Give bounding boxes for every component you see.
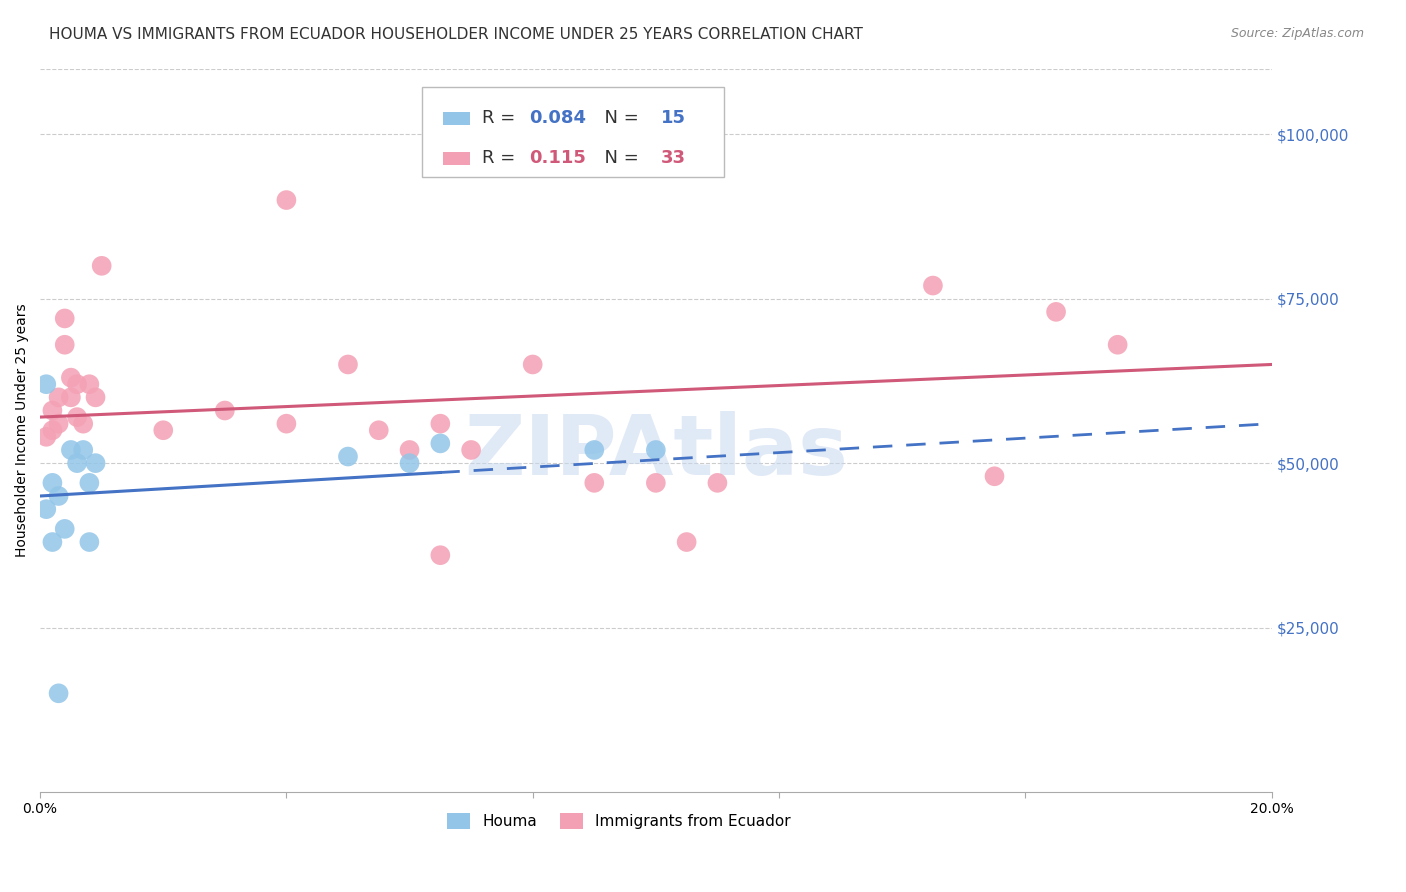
Point <box>336 358 359 372</box>
Text: R =: R = <box>482 149 522 168</box>
Point <box>48 417 70 431</box>
Point <box>79 535 101 549</box>
Text: 0.084: 0.084 <box>529 110 586 128</box>
Point <box>79 475 101 490</box>
Point <box>66 410 89 425</box>
Point <box>214 403 236 417</box>
Point <box>583 475 606 490</box>
Point <box>66 456 89 470</box>
Text: 15: 15 <box>661 110 686 128</box>
Point <box>1107 337 1129 351</box>
Point <box>922 278 945 293</box>
Point <box>41 535 63 549</box>
Point <box>276 417 298 431</box>
Point <box>90 259 112 273</box>
Point <box>59 370 82 384</box>
Point <box>48 686 70 700</box>
Point <box>66 377 89 392</box>
Point <box>429 548 451 562</box>
Point <box>53 522 76 536</box>
Point <box>1045 305 1067 319</box>
Point <box>41 403 63 417</box>
Legend: Houma, Immigrants from Ecuador: Houma, Immigrants from Ecuador <box>441 806 797 835</box>
FancyBboxPatch shape <box>443 152 470 165</box>
Y-axis label: Householder Income Under 25 years: Householder Income Under 25 years <box>15 303 30 557</box>
Text: Source: ZipAtlas.com: Source: ZipAtlas.com <box>1230 27 1364 40</box>
Text: 33: 33 <box>661 149 686 168</box>
Point <box>84 456 107 470</box>
Text: 0.115: 0.115 <box>529 149 586 168</box>
Point <box>429 417 451 431</box>
Point <box>79 377 101 392</box>
Point <box>336 450 359 464</box>
Text: ZIPAtlas: ZIPAtlas <box>464 411 848 492</box>
Point <box>152 423 174 437</box>
Point <box>35 502 58 516</box>
Point <box>84 390 107 404</box>
Point <box>460 442 482 457</box>
Point <box>675 535 697 549</box>
Point <box>48 489 70 503</box>
Point <box>41 475 63 490</box>
Point <box>48 390 70 404</box>
Point <box>59 442 82 457</box>
Text: HOUMA VS IMMIGRANTS FROM ECUADOR HOUSEHOLDER INCOME UNDER 25 YEARS CORRELATION C: HOUMA VS IMMIGRANTS FROM ECUADOR HOUSEHO… <box>49 27 863 42</box>
Text: N =: N = <box>593 149 644 168</box>
Point <box>41 423 63 437</box>
Point <box>276 193 298 207</box>
Point <box>367 423 389 437</box>
Point <box>398 442 420 457</box>
Point <box>398 456 420 470</box>
Point <box>644 475 666 490</box>
Point <box>53 337 76 351</box>
Point <box>522 358 544 372</box>
Point <box>706 475 728 490</box>
Point <box>35 377 58 392</box>
Point <box>983 469 1005 483</box>
Text: N =: N = <box>593 110 644 128</box>
Point <box>429 436 451 450</box>
Point <box>72 417 94 431</box>
Point <box>644 442 666 457</box>
FancyBboxPatch shape <box>443 112 470 125</box>
Point <box>53 311 76 326</box>
Text: R =: R = <box>482 110 522 128</box>
Point <box>59 390 82 404</box>
Point <box>583 442 606 457</box>
FancyBboxPatch shape <box>422 87 724 177</box>
Point <box>35 430 58 444</box>
Point <box>72 442 94 457</box>
